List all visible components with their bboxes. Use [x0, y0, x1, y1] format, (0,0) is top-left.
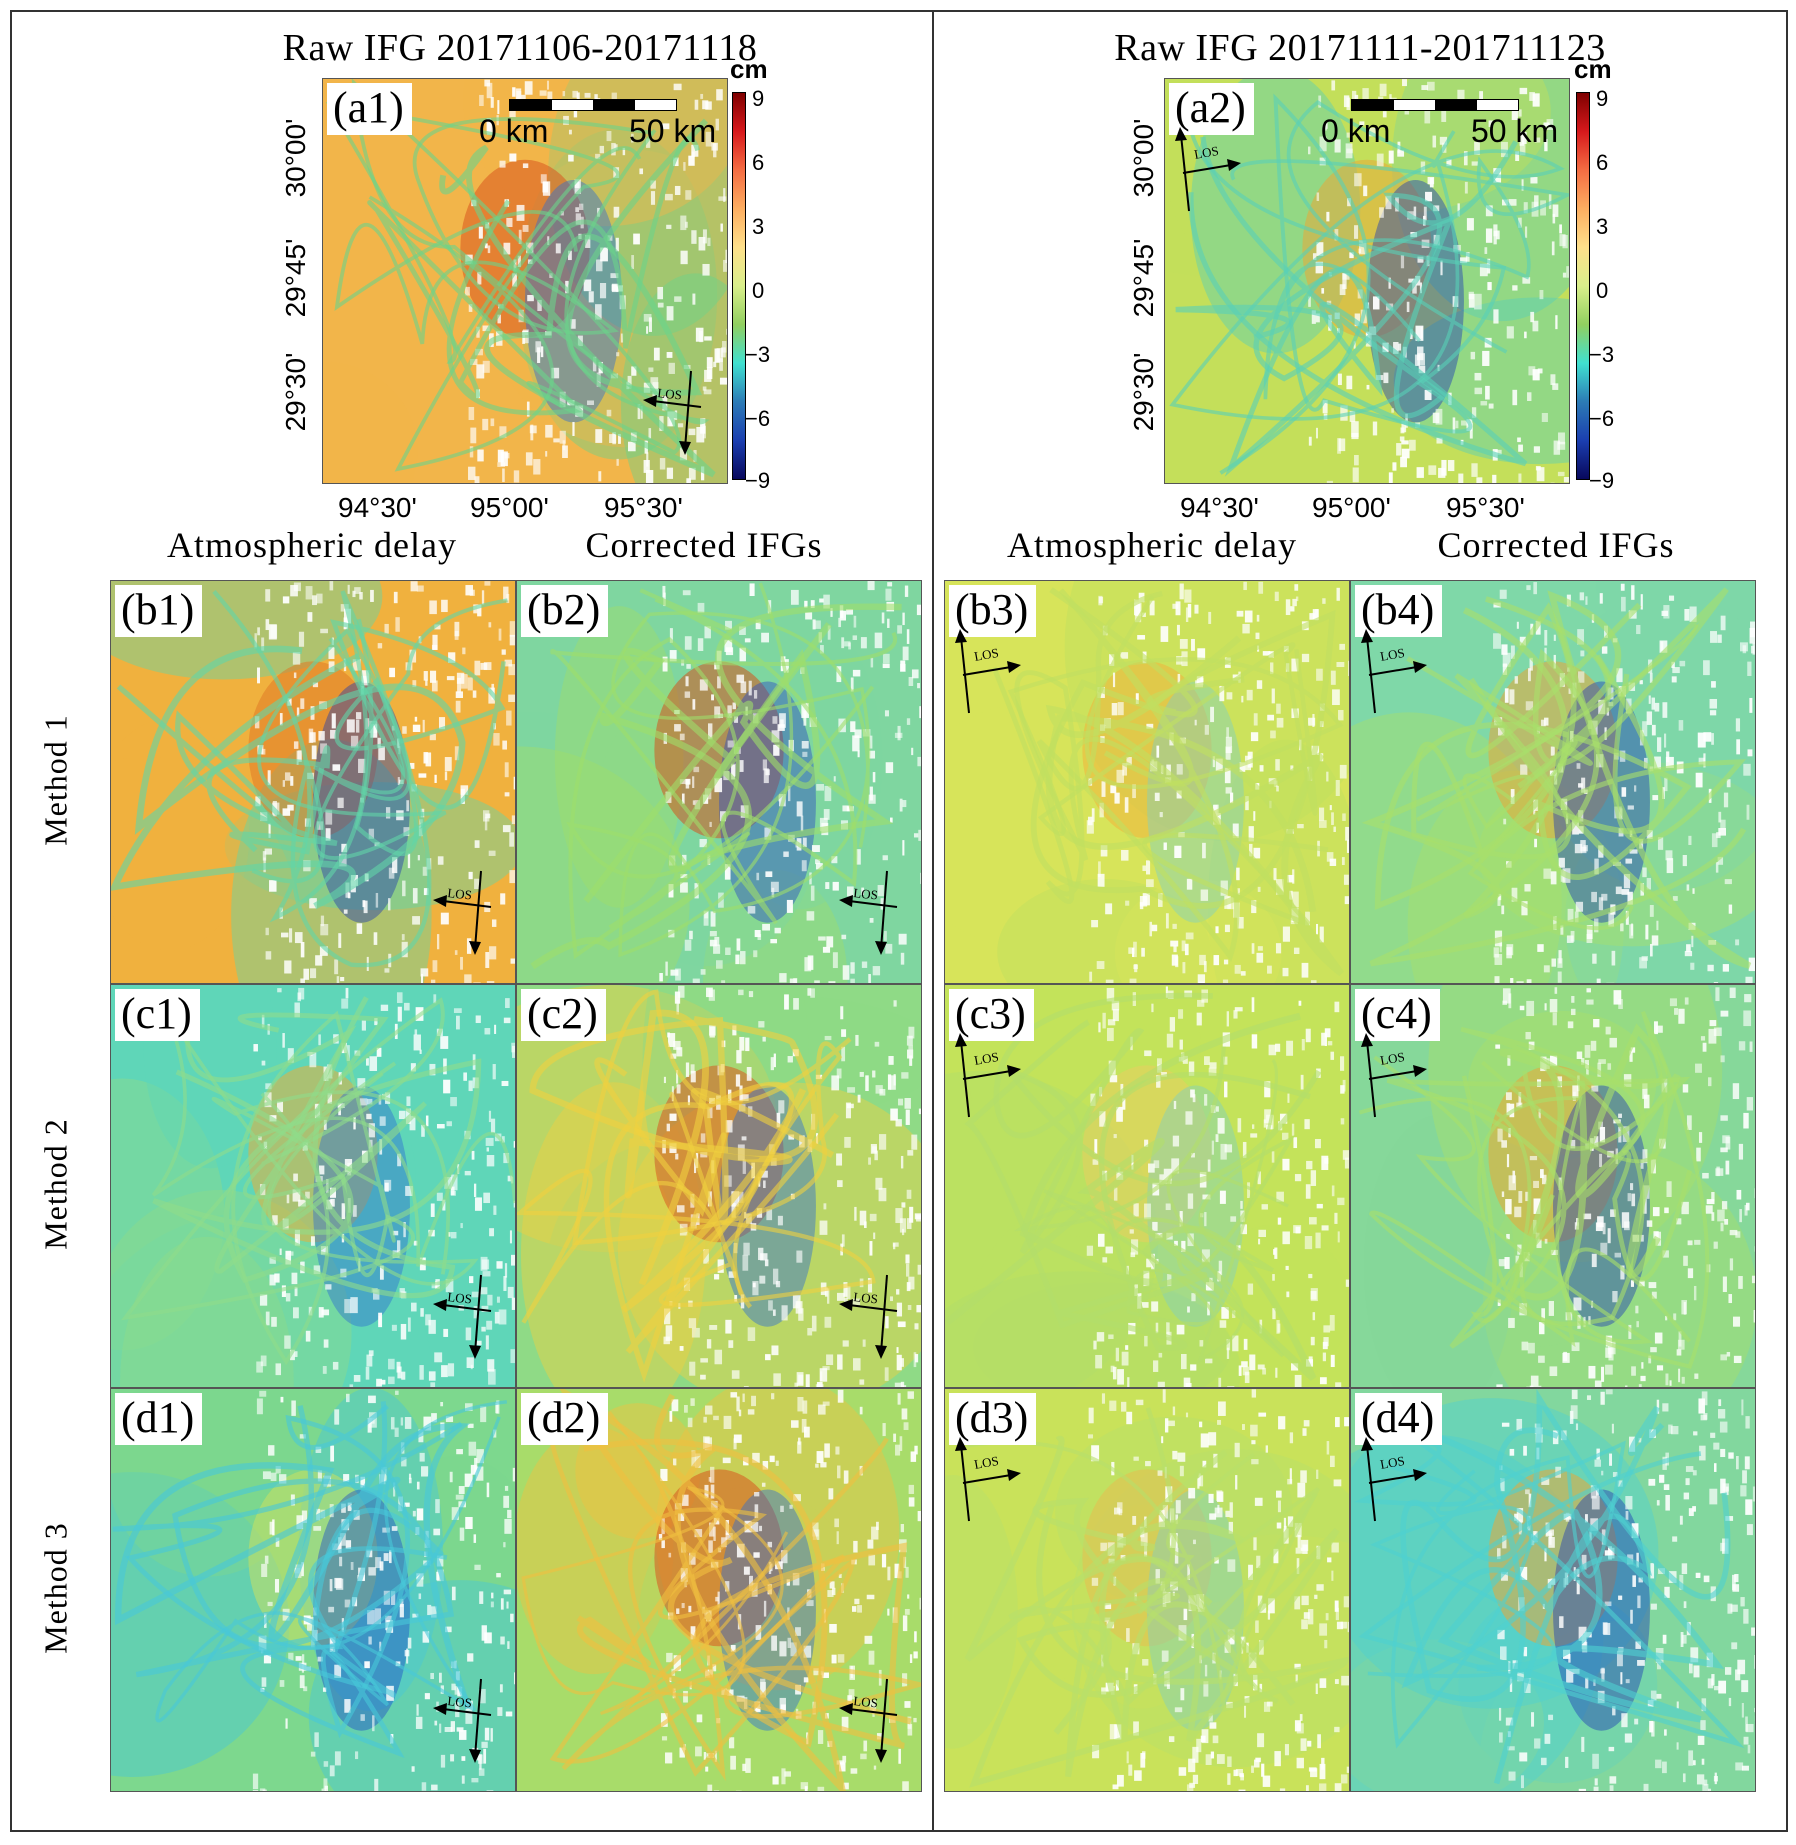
panel-c1: (c1) LOS [110, 984, 516, 1388]
column-title-corrected-left: Corrected IFGs [585, 525, 823, 565]
colorbar-unit-left: cm [730, 54, 768, 84]
title-left: Raw IFG 20171106-20171118 [282, 27, 758, 69]
lon-tick-95-00-right: 95°00' [1312, 492, 1391, 523]
panel-d3: (d3) LOS [944, 1388, 1350, 1792]
panel-label-a2: (a2) [1169, 83, 1254, 135]
panel-a2: (a2) 0 km 50 km LOS [1164, 78, 1570, 484]
panel-b4: (b4) LOS [1350, 580, 1756, 984]
los-label: LOS [447, 1693, 473, 1710]
los-label: LOS [657, 385, 683, 402]
panel-d1: (d1) LOS [110, 1388, 516, 1792]
colorbar-left [732, 92, 746, 480]
los-arrow-c3: LOS [951, 1031, 1031, 1121]
lat-tick-29-30-left: 29°30' [280, 352, 311, 432]
d1-map [111, 1389, 515, 1791]
scale-end-label: 50 km [1471, 113, 1559, 149]
los-label: LOS [447, 1289, 473, 1306]
b2-map [517, 581, 921, 983]
panel-b3: (b3) LOS [944, 580, 1350, 984]
scale-end-label: 50 km [629, 113, 717, 149]
panel-c4: (c4) LOS [1350, 984, 1756, 1388]
c1-map [111, 985, 515, 1387]
panel-label-d2: (d2) [521, 1393, 609, 1445]
panel-label-d3: (d3) [949, 1393, 1037, 1445]
lon-tick-95-00-left: 95°00' [470, 492, 549, 523]
los-arrow-d1: LOS [429, 1675, 509, 1765]
panel-label-a1: (a1) [327, 83, 412, 135]
panel-label-b2: (b2) [521, 585, 609, 637]
column-title-corrected-right: Corrected IFGs [1437, 525, 1675, 565]
los-arrow-b2: LOS [835, 867, 915, 957]
c4-map [1351, 985, 1755, 1387]
los-arrow-c4: LOS [1357, 1031, 1437, 1121]
panel-a1: (a1) 0 km 50 km LOS [322, 78, 728, 484]
los-arrow-b3: LOS [951, 627, 1031, 717]
panel-b1: (b1) LOS [110, 580, 516, 984]
scale-start-label: 0 km [479, 113, 549, 149]
los-label: LOS [1379, 1049, 1406, 1068]
los-label: LOS [1193, 143, 1220, 162]
a1-map [323, 79, 727, 483]
row-label-method-3: Method 3 [37, 1522, 74, 1654]
panel-d2: (d2) LOS [516, 1388, 922, 1792]
panel-b2: (b2) LOS [516, 580, 922, 984]
lon-tick-94-30-right: 94°30' [1180, 492, 1259, 523]
panel-label-d4: (d4) [1355, 1393, 1443, 1445]
d4-map [1351, 1389, 1755, 1791]
d3-map [945, 1389, 1349, 1791]
los-arrow-c2: LOS [835, 1271, 915, 1361]
los-label: LOS [853, 885, 879, 902]
c2-map [517, 985, 921, 1387]
panel-label-b3: (b3) [949, 585, 1037, 637]
panel-label-c4: (c4) [1355, 989, 1440, 1041]
scale-start-label: 0 km [1321, 113, 1391, 149]
lat-tick-30-00-right: 30°00' [1128, 118, 1159, 198]
lat-tick-29-45-right: 29°45' [1128, 238, 1159, 318]
los-arrow-d4: LOS [1357, 1435, 1437, 1525]
los-label: LOS [1379, 645, 1406, 664]
panel-d4: (d4) LOS [1350, 1388, 1756, 1792]
c3-map [945, 985, 1349, 1387]
los-label: LOS [973, 1453, 1000, 1472]
panel-c3: (c3) LOS [944, 984, 1350, 1388]
los-label: LOS [973, 645, 1000, 664]
b1-map [111, 581, 515, 983]
figure-frame-right [932, 10, 1788, 1832]
los-arrow-b1: LOS [429, 867, 509, 957]
los-label: LOS [447, 885, 473, 902]
row-label-method-1: Method 1 [37, 714, 74, 846]
column-title-delay-left: Atmospheric delay [167, 525, 457, 565]
lat-tick-29-30-right: 29°30' [1128, 352, 1159, 432]
b4-map [1351, 581, 1755, 983]
los-label: LOS [853, 1693, 879, 1710]
los-arrow-a1: LOS [639, 367, 719, 457]
los-arrow-d3: LOS [951, 1435, 1031, 1525]
los-label: LOS [1379, 1453, 1406, 1472]
panel-label-c2: (c2) [521, 989, 606, 1041]
lat-tick-29-45-left: 29°45' [280, 238, 311, 318]
panel-label-b4: (b4) [1355, 585, 1443, 637]
colorbar-right [1576, 92, 1590, 480]
los-arrow-c1: LOS [429, 1271, 509, 1361]
panel-label-c3: (c3) [949, 989, 1034, 1041]
lon-tick-94-30-left: 94°30' [338, 492, 417, 523]
los-label: LOS [973, 1049, 1000, 1068]
title-right: Raw IFG 20171111-201711123 [1114, 27, 1606, 69]
colorbar-unit-right: cm [1574, 54, 1612, 84]
los-arrow-a2: LOS [1171, 125, 1251, 215]
panel-c2: (c2) LOS [516, 984, 922, 1388]
row-label-method-2: Method 2 [37, 1118, 74, 1250]
panel-label-c1: (c1) [115, 989, 200, 1041]
lon-tick-95-30-left: 95°30' [604, 492, 683, 523]
los-arrow-b4: LOS [1357, 627, 1437, 717]
lon-tick-95-30-right: 95°30' [1446, 492, 1525, 523]
los-label: LOS [853, 1289, 879, 1306]
d2-map [517, 1389, 921, 1791]
lat-tick-30-00-left: 30°00' [280, 118, 311, 198]
column-title-delay-right: Atmospheric delay [1007, 525, 1297, 565]
los-arrow-d2: LOS [835, 1675, 915, 1765]
panel-label-d1: (d1) [115, 1393, 203, 1445]
panel-label-b1: (b1) [115, 585, 203, 637]
b3-map [945, 581, 1349, 983]
